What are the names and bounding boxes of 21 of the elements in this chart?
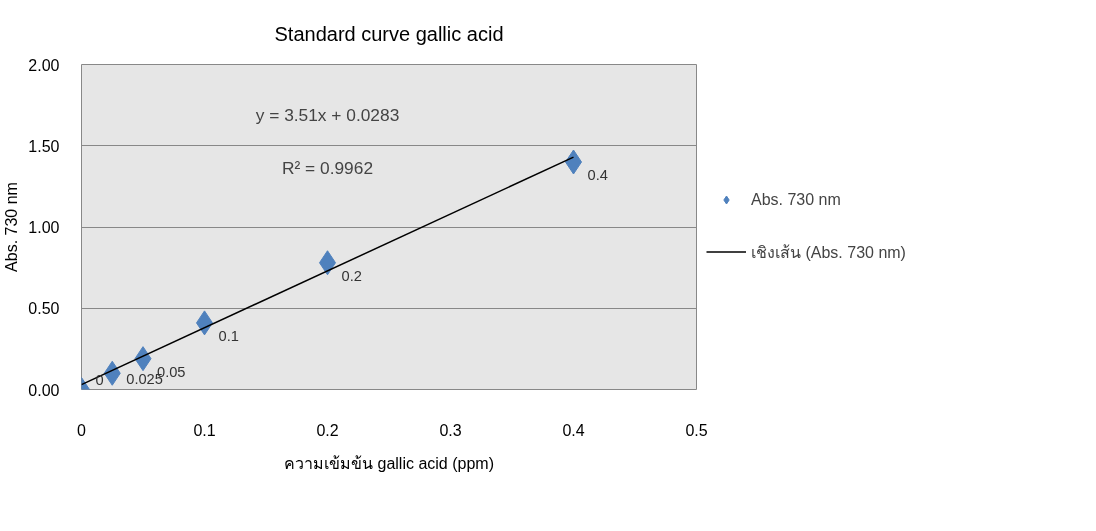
x-tick-label: 0.2 [316, 421, 339, 439]
annotation: 0.4 [587, 167, 608, 183]
x-tick-label: 0.1 [193, 421, 216, 439]
x-axis-title: ความเข้มข้น gallic acid (ppm) [284, 454, 494, 472]
legend-label: Abs. 730 nm [751, 190, 841, 208]
chart-title: Standard curve gallic acid [274, 22, 504, 45]
y-tick-label: 0.50 [28, 300, 60, 318]
y-tick-label: 1.00 [28, 219, 60, 236]
annotation: R² = 0.9962 [281, 158, 374, 179]
x-tick-label: 0 [77, 421, 87, 439]
annotation: 0.2 [341, 267, 362, 284]
legend-label: เชิงเส้น (Abs. 730 nm) [751, 242, 906, 263]
annotation: 0.1 [218, 327, 239, 344]
y-tick-label: 0.00 [28, 381, 60, 399]
y-tick-label: 2.00 [28, 56, 60, 74]
annotation: y = 3.51x + 0.0283 [255, 104, 400, 125]
x-tick-label: 0.5 [685, 421, 708, 439]
x-tick-label: 0.3 [439, 421, 462, 439]
y-axis-title: Abs. 730 nm [3, 182, 21, 272]
y-tick-label: 1.50 [28, 137, 60, 155]
x-tick-label: 0.4 [562, 421, 585, 439]
